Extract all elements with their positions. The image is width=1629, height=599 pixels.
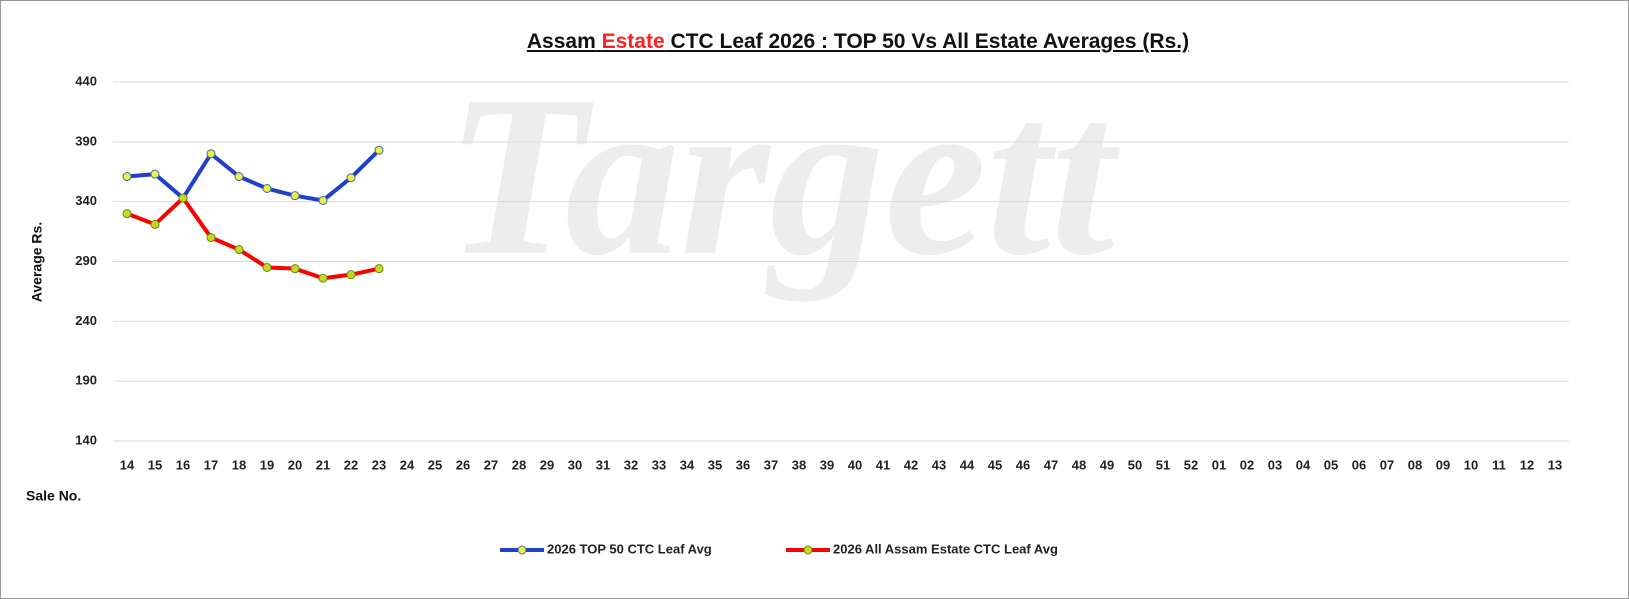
point [346, 270, 356, 280]
series-line [126, 148, 381, 203]
x-tick-label: 01 [1212, 457, 1226, 472]
x-tick-label: 45 [988, 457, 1002, 472]
point [234, 172, 244, 182]
x-tick-label: 20 [288, 457, 302, 472]
x-tick-label: 41 [876, 457, 890, 472]
x-tick-label: 18 [232, 457, 246, 472]
point [122, 209, 132, 219]
x-tick-label: 23 [372, 457, 386, 472]
x-tick-label: 09 [1436, 457, 1450, 472]
x-tick-label: 22 [344, 457, 358, 472]
point [122, 172, 132, 182]
point [290, 264, 300, 274]
x-tick-label: 08 [1408, 457, 1422, 472]
x-tick-label: 13 [1548, 457, 1562, 472]
x-tick-label: 27 [484, 457, 498, 472]
x-tick-label: 46 [1016, 457, 1030, 472]
x-tick-label: 37 [764, 457, 778, 472]
point [346, 173, 356, 183]
title-part: Assam [526, 30, 596, 53]
point [318, 195, 328, 205]
x-tick-label: 30 [568, 457, 582, 472]
y-tick-label: 390 [75, 133, 97, 148]
x-tick-label: 06 [1352, 457, 1366, 472]
y-tick-label: 190 [75, 373, 97, 388]
x-tick-label: 50 [1128, 457, 1142, 472]
legend-label: 2026 All Assam Estate CTC Leaf Avg [833, 541, 1058, 556]
x-tick-label: 17 [204, 457, 218, 472]
y-tick-label: 340 [75, 193, 97, 208]
x-tick-label: 36 [736, 457, 750, 472]
x-tick-label: 26 [456, 457, 470, 472]
x-tick-label: 34 [680, 457, 695, 472]
point [262, 184, 272, 194]
x-tick-label: 03 [1268, 457, 1282, 472]
y-tick-label: 290 [75, 253, 97, 268]
x-tick-label: 02 [1240, 457, 1254, 472]
x-tick-label: 19 [260, 457, 274, 472]
legend-marker [803, 545, 813, 555]
title-highlight: Estate [601, 30, 665, 53]
x-tick-label: 28 [512, 457, 526, 472]
x-tick-label: 15 [148, 457, 162, 472]
y-axis-title: Average Rs. [29, 222, 45, 302]
point [262, 262, 272, 272]
x-tick-label: 51 [1156, 457, 1170, 472]
y-tick-label: 240 [75, 313, 97, 328]
point [178, 193, 188, 203]
point [206, 233, 216, 243]
x-tick-label: 25 [428, 457, 442, 472]
x-tick-label: 10 [1464, 457, 1478, 472]
point [150, 219, 160, 229]
series-line [126, 196, 380, 281]
point [206, 149, 216, 159]
x-tick-label: 38 [792, 457, 806, 472]
legend-label: 2026 TOP 50 CTC Leaf Avg [547, 541, 712, 556]
point [234, 245, 244, 255]
point [290, 191, 300, 201]
x-tick-label: 42 [904, 457, 918, 472]
x-tick-label: 04 [1296, 457, 1311, 472]
x-tick-label: 39 [820, 457, 834, 472]
point [374, 145, 384, 155]
x-tick-label: 44 [960, 457, 975, 472]
x-tick-label: 21 [316, 457, 330, 472]
x-tick-label: 12 [1520, 457, 1534, 472]
x-tick-label: 29 [540, 457, 554, 472]
point [318, 273, 328, 283]
x-tick-label: 47 [1044, 457, 1058, 472]
y-tick-label: 440 [75, 73, 97, 88]
x-tick-label: 31 [596, 457, 610, 472]
x-tick-label: 52 [1184, 457, 1198, 472]
x-tick-label: 24 [400, 457, 415, 472]
x-tick-label: 43 [932, 457, 946, 472]
x-tick-label: 05 [1324, 457, 1338, 472]
x-axis-title: Sale No. [26, 488, 81, 504]
x-tick-label: 11 [1492, 457, 1506, 472]
x-tick-label: 14 [120, 457, 135, 472]
watermark: Targett [446, 48, 1121, 303]
x-tick-label: 16 [176, 457, 190, 472]
legend-marker [517, 545, 527, 555]
x-tick-label: 35 [708, 457, 722, 472]
x-tick-label: 40 [848, 457, 862, 472]
title-part: CTC Leaf 2026 : TOP 50 Vs All Estate Ave… [670, 30, 1190, 53]
x-tick-label: 49 [1100, 457, 1114, 472]
x-tick-label: 48 [1072, 457, 1086, 472]
y-tick-label: 140 [75, 432, 97, 447]
point [150, 169, 160, 179]
x-tick-label: 33 [652, 457, 666, 472]
point [374, 264, 384, 274]
x-tick-label: 32 [624, 457, 638, 472]
x-tick-label: 07 [1380, 457, 1394, 472]
chart-title: Assam Estate CTC Leaf 2026 : TOP 50 Vs A… [0, 30, 1629, 54]
